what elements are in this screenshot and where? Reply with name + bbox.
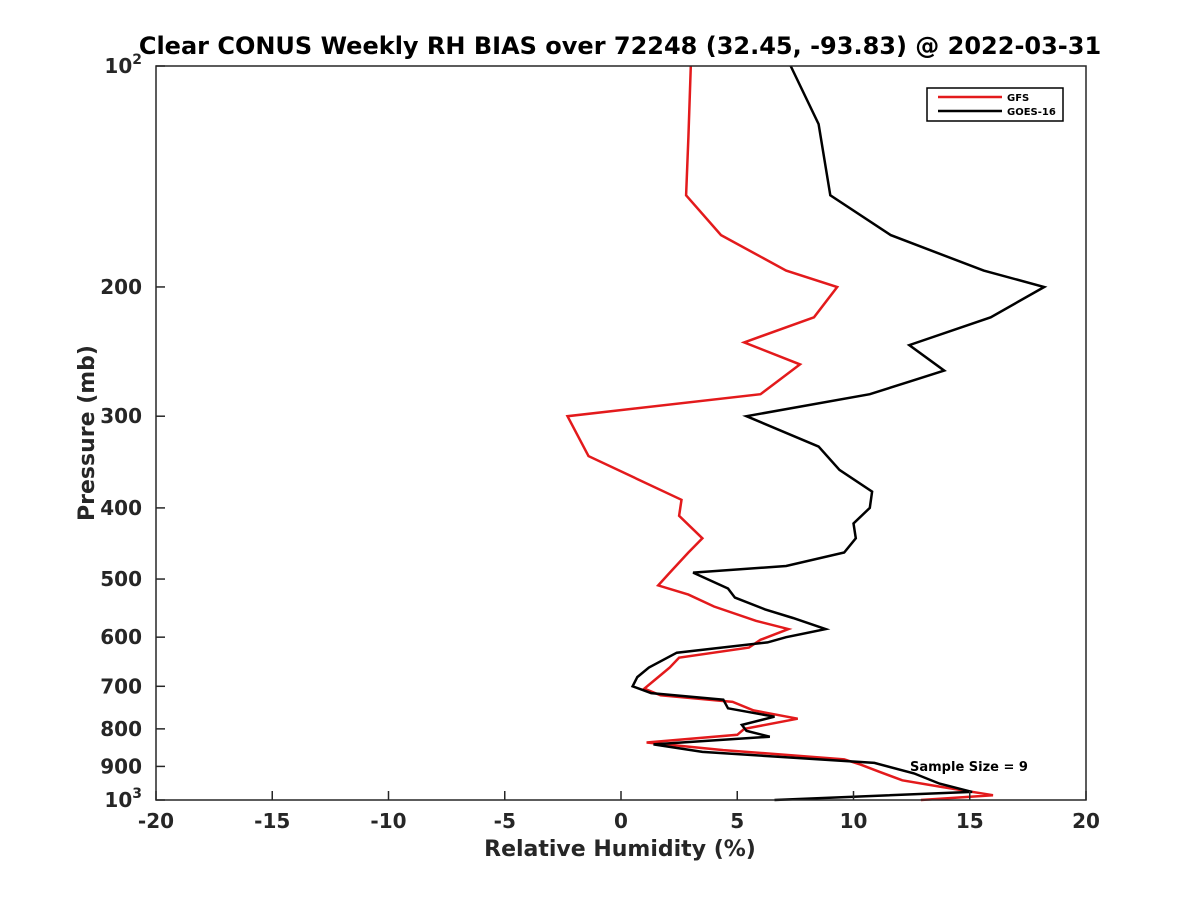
plot-area-frame bbox=[155, 65, 1087, 801]
y-tick-label: 400 bbox=[100, 496, 142, 520]
y-tick-label: 900 bbox=[100, 754, 142, 778]
y-tick-label: 103 bbox=[104, 786, 142, 812]
x-tick-label: -15 bbox=[254, 809, 290, 833]
x-axis-label: Relative Humidity (%) bbox=[484, 837, 756, 862]
y-tick-label: 300 bbox=[100, 404, 142, 428]
y-tick-label: 200 bbox=[100, 275, 142, 299]
chart-title: Clear CONUS Weekly RH BIAS over 72248 (3… bbox=[139, 32, 1101, 60]
x-tick-label: 0 bbox=[614, 809, 628, 833]
series-line-gfs bbox=[565, 65, 994, 802]
y-axis-label: Pressure (mb) bbox=[75, 345, 100, 521]
x-tick-label: -10 bbox=[370, 809, 406, 833]
y-tick-label: 700 bbox=[100, 674, 142, 698]
x-axis: -20 -15 -10 -5 0 5 10 15 20 bbox=[138, 791, 1100, 833]
y-tick-label: 800 bbox=[100, 717, 142, 741]
x-tick-label: 20 bbox=[1072, 809, 1100, 833]
series-layer bbox=[565, 65, 1048, 802]
y-axis: 102 200 300 400 500 600 700 800 900 103 bbox=[100, 52, 165, 812]
x-tick-label: 5 bbox=[730, 809, 744, 833]
legend: GFS GOES-16 bbox=[926, 87, 1064, 122]
x-tick-label: -5 bbox=[494, 809, 516, 833]
y-tick-label: 600 bbox=[100, 625, 142, 649]
series-line-goes-16 bbox=[630, 65, 1048, 802]
x-tick-label: 10 bbox=[840, 809, 868, 833]
sample-size-annotation: Sample Size = 9 bbox=[910, 760, 1028, 775]
x-tick-label: -20 bbox=[138, 809, 174, 833]
legend-label-gfs: GFS bbox=[1007, 93, 1029, 104]
legend-box bbox=[926, 87, 1064, 122]
y-tick-label: 500 bbox=[100, 567, 142, 591]
y-tick-label: 102 bbox=[104, 52, 142, 78]
legend-label-goes-16: GOES-16 bbox=[1007, 107, 1056, 118]
x-tick-label: 15 bbox=[956, 809, 984, 833]
